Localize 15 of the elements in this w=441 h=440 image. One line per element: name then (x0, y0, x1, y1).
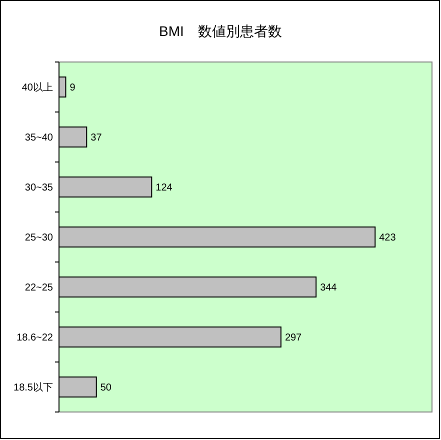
chart-title: BMI 数値別患者数 (159, 23, 282, 39)
data-label: 344 (320, 282, 338, 294)
data-label: 9 (70, 82, 76, 94)
y-tick-label: 25~30 (24, 232, 54, 244)
y-tick-label: 18.6~22 (16, 332, 54, 344)
data-label: 423 (379, 232, 396, 244)
y-tick-label: 35~40 (24, 132, 54, 144)
data-label: 37 (90, 132, 102, 144)
data-label: 297 (284, 332, 302, 344)
data-label: 50 (100, 382, 112, 394)
y-tick-label: 18.5以下 (14, 382, 53, 394)
y-tick-label: 40以上 (22, 82, 53, 94)
data-label: 124 (156, 182, 173, 194)
y-tick-label: 22~25 (24, 282, 54, 294)
y-tick-label: 30~35 (24, 182, 54, 194)
